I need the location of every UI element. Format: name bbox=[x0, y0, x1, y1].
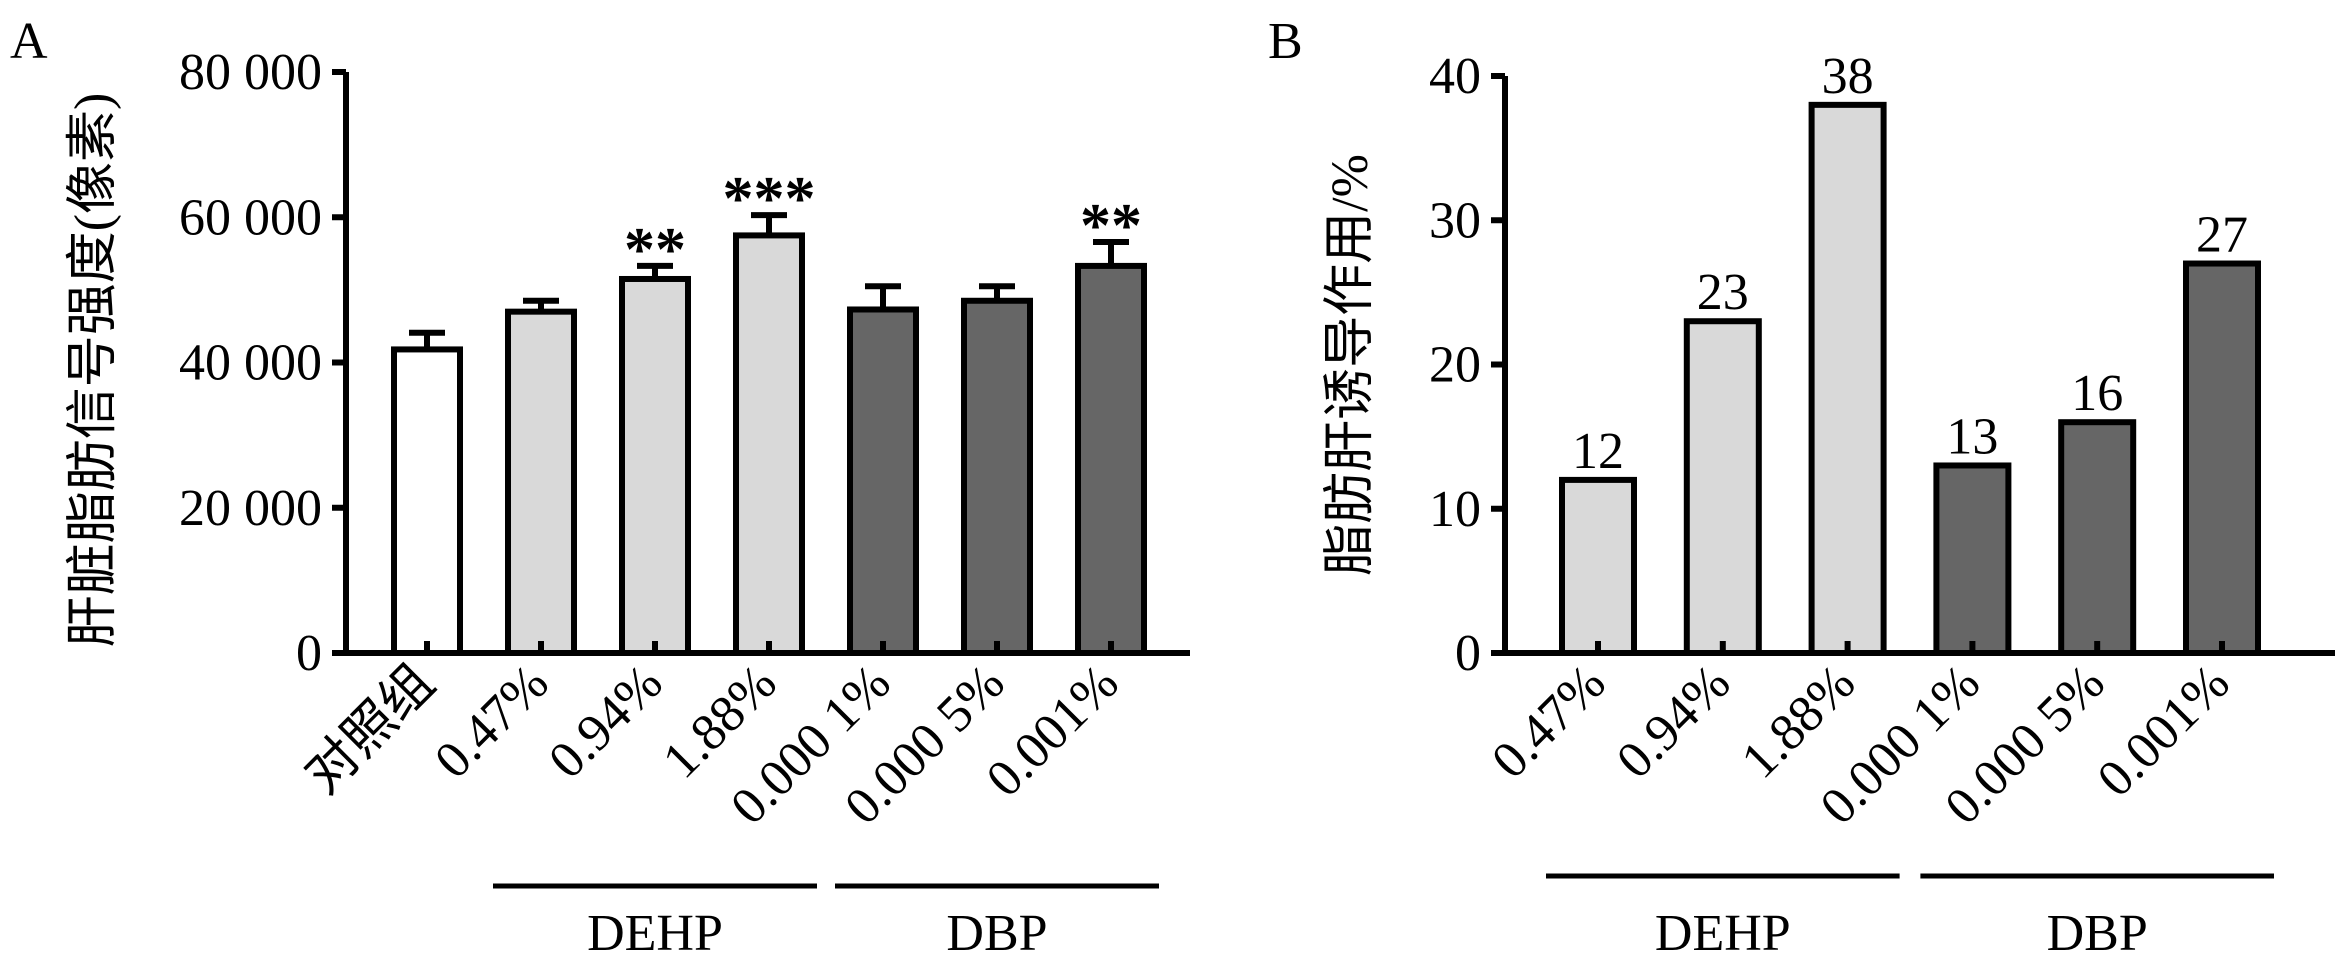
panel-b-bar bbox=[1559, 476, 1637, 656]
panel-a-significance-marker: ** bbox=[1080, 192, 1142, 260]
panel-b-data-label: 16 bbox=[2071, 365, 2123, 422]
panel-a-bar bbox=[733, 232, 805, 656]
panel-a-y-tick-label: 0 bbox=[296, 625, 322, 682]
panel-a-bar bbox=[1075, 262, 1147, 656]
panel-b-data-label: 12 bbox=[1572, 423, 1624, 480]
panel-b-y-tick-label: 40 bbox=[1429, 48, 1481, 105]
panel-b: B 脂肪肝诱导作用/% 0 10 20 30 40 12 23 38 13 16 27 0.47%… bbox=[1268, 13, 2335, 962]
panel-b-category-label: 0.001% bbox=[2087, 654, 2241, 808]
panel-a-category-label: 0.94% bbox=[538, 654, 673, 789]
panel-b-category-labels: 0.47%0.94%1.88%0.000 1%0.000 5%0.001% bbox=[1481, 654, 2240, 835]
panel-b-bar bbox=[1808, 101, 1887, 657]
panel-b-y-tick-label: 0 bbox=[1455, 625, 1481, 682]
panel-b-data-label: 27 bbox=[2196, 207, 2248, 264]
panel-a-bar bbox=[619, 275, 691, 656]
panel-b-bar bbox=[1933, 462, 2012, 656]
panel-a-y-ticks: 0 20 000 40 000 60 000 80 000 bbox=[179, 44, 346, 682]
panel-b-y-tick-label: 20 bbox=[1429, 337, 1481, 394]
panel-b-group-label: DEHP bbox=[1655, 905, 1791, 962]
panel-a-y-axis-label: 肝脏脂肪信号强度(像素) bbox=[65, 93, 122, 648]
panel-a-category-label: 0.47% bbox=[424, 654, 559, 789]
panel-a-y-tick-label: 60 000 bbox=[179, 189, 322, 246]
panel-a-bar bbox=[847, 306, 919, 656]
panel-b-data-label: 13 bbox=[1946, 408, 1998, 465]
panel-b-group-label: DBP bbox=[2047, 905, 2148, 962]
panel-b-bar bbox=[1683, 318, 1762, 656]
panel-a-y-tick-label: 80 000 bbox=[179, 44, 322, 101]
panel-b-category-label: 0.47% bbox=[1481, 654, 1616, 789]
panel-a-y-tick-label: 40 000 bbox=[179, 335, 322, 392]
panel-b-data-label: 23 bbox=[1697, 264, 1749, 321]
panel-a-bar bbox=[391, 346, 463, 656]
panel-a-letter: A bbox=[10, 13, 48, 70]
panel-b-y-tick-label: 10 bbox=[1429, 481, 1481, 538]
panel-a-groups: DEHP DBP bbox=[493, 883, 1159, 962]
panel-b-y-tick-label: 30 bbox=[1429, 192, 1481, 249]
panel-a-group-label: DEHP bbox=[587, 905, 723, 962]
panel-b-bar bbox=[2183, 260, 2261, 656]
panel-b-letter: B bbox=[1268, 13, 1303, 70]
panel-b-y-ticks: 0 10 20 30 40 bbox=[1429, 48, 1505, 682]
panel-a-significance-marker: *** bbox=[723, 165, 816, 233]
panel-a-bars: ***** ** bbox=[391, 165, 1147, 656]
panel-a-group-label: DBP bbox=[946, 905, 1047, 962]
panel-a-y-tick-label: 20 000 bbox=[179, 480, 322, 537]
panel-b-groups: DEHP DBP bbox=[1546, 873, 2274, 962]
panel-a: A 肝脏脂肪信号强度(像素) 0 20 000 40 000 60 000 80 000… bbox=[10, 13, 1190, 962]
panel-b-data-label: 38 bbox=[1822, 48, 1874, 105]
panel-a-bar bbox=[505, 308, 577, 656]
panel-b-bars: 12 23 38 13 16 27 bbox=[1559, 48, 2261, 657]
panel-b-bar bbox=[2058, 419, 2137, 657]
panel-b-category-label: 0.94% bbox=[1606, 654, 1741, 789]
panel-a-bar bbox=[961, 297, 1033, 656]
panel-b-y-axis-label: 脂肪肝诱导作用/% bbox=[1322, 154, 1379, 576]
panel-a-category-label: 0.001% bbox=[976, 654, 1130, 808]
panel-a-significance-marker: ** bbox=[624, 216, 686, 284]
